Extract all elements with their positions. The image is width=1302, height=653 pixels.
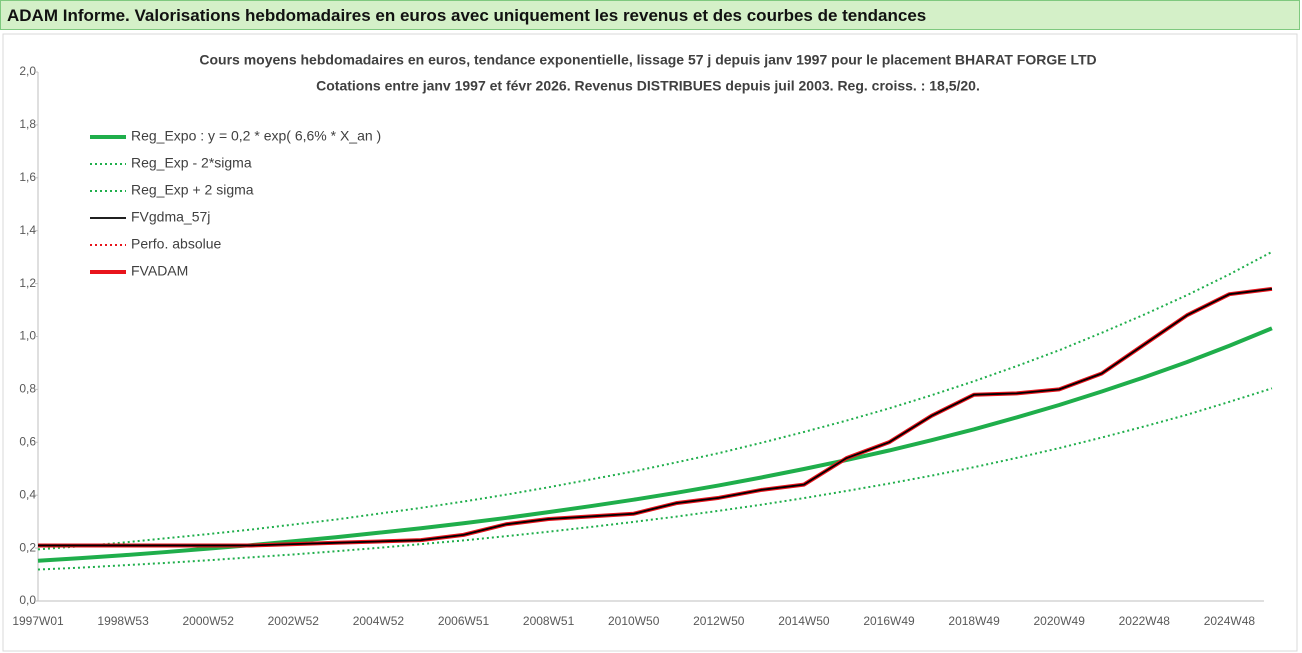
x-tick-label: 2010W50: [608, 614, 660, 628]
y-tick-label: 1,0: [19, 329, 36, 343]
y-tick-label: 0,2: [19, 540, 36, 554]
y-tick-label: 1,4: [19, 223, 36, 237]
x-tick-label: 2018W49: [948, 614, 1000, 628]
legend-label: Perfo. absolue: [131, 236, 221, 252]
legend-label: FVADAM: [131, 263, 188, 279]
y-tick-label: 0,8: [19, 382, 36, 396]
legend-label: Reg_Exp - 2*sigma: [131, 155, 252, 171]
y-tick-label: 0,0: [19, 593, 36, 607]
series-line: [37, 387, 1273, 571]
x-tick-label: 1998W53: [97, 614, 149, 628]
chart-title: Cours moyens hebdomadaires en euros, ten…: [199, 52, 1096, 68]
x-tick-label: 2014W50: [778, 614, 830, 628]
x-tick-label: 2020W49: [1034, 614, 1086, 628]
y-tick-label: 2,0: [19, 64, 36, 78]
x-tick-label: 2024W48: [1204, 614, 1256, 628]
y-tick-label: 1,6: [19, 170, 36, 184]
x-tick-label: 2004W52: [353, 614, 405, 628]
chart-subtitle: Cotations entre janv 1997 et févr 2026. …: [316, 78, 980, 94]
chart-frame: [2, 33, 1298, 652]
series-line: [37, 326, 1273, 563]
y-tick-label: 0,6: [19, 434, 36, 448]
series-line: [38, 286, 1273, 548]
legend-label: Reg_Exp + 2 sigma: [131, 182, 254, 198]
x-tick-label: 2006W51: [438, 614, 490, 628]
x-tick-label: 2022W48: [1119, 614, 1171, 628]
x-tick-label: 2002W52: [268, 614, 320, 628]
legend-label: FVgdma_57j: [131, 209, 210, 225]
x-tick-label: 2000W52: [183, 614, 235, 628]
x-tick-label: 1997W01: [12, 614, 64, 628]
x-tick-label: 2016W49: [863, 614, 915, 628]
y-tick-label: 0,4: [19, 487, 36, 501]
header: ADAM Informe. Valorisations hebdomadaire…: [0, 0, 1300, 30]
chart: Cours moyens hebdomadaires en euros, ten…: [2, 33, 1298, 652]
x-tick-label: 2008W51: [523, 614, 575, 628]
y-tick-label: 1,2: [19, 276, 36, 290]
series-line: [37, 250, 1273, 551]
page-title: ADAM Informe. Valorisations hebdomadaire…: [7, 6, 927, 25]
x-tick-label: 2012W50: [693, 614, 745, 628]
series-line: [38, 287, 1273, 547]
y-tick-label: 1,8: [19, 117, 36, 131]
legend-label: Reg_Expo : y = 0,2 * exp( 6,6% * X_an ): [131, 128, 381, 144]
